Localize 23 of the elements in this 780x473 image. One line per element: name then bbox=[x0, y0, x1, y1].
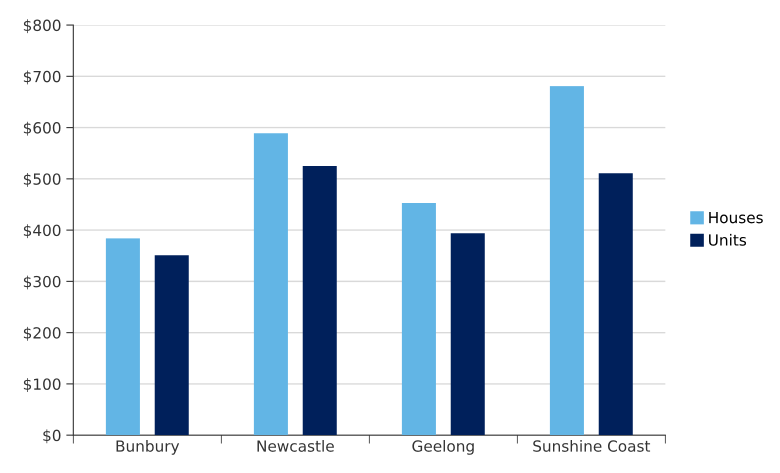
x-tick-label: Sunshine Coast bbox=[533, 440, 650, 452]
bar bbox=[302, 166, 337, 436]
bar bbox=[106, 238, 140, 436]
x-tick-label: Newcastle bbox=[257, 440, 334, 452]
bar bbox=[450, 233, 485, 436]
bar bbox=[254, 133, 288, 436]
y-tick-label: $100 bbox=[24, 378, 60, 392]
x-tick-label: Geelong bbox=[412, 440, 474, 455]
bar bbox=[598, 173, 633, 436]
x-tick-label: Bunbury bbox=[116, 440, 180, 455]
bar bbox=[154, 255, 189, 436]
bar bbox=[550, 86, 584, 436]
y-tick-label: $200 bbox=[24, 326, 60, 341]
bar bbox=[402, 202, 436, 436]
y-tick-label: $600 bbox=[24, 122, 60, 136]
y-tick-label: $700 bbox=[24, 70, 60, 84]
y-tick-label: $500 bbox=[24, 173, 60, 187]
y-tick-label: $800 bbox=[24, 19, 60, 34]
legend-label: Units bbox=[709, 234, 746, 246]
y-tick-label: $400 bbox=[24, 224, 60, 238]
legend-label: Houses bbox=[709, 212, 763, 224]
y-tick-label: $0 bbox=[43, 429, 60, 444]
y-tick-label: $300 bbox=[24, 276, 60, 290]
